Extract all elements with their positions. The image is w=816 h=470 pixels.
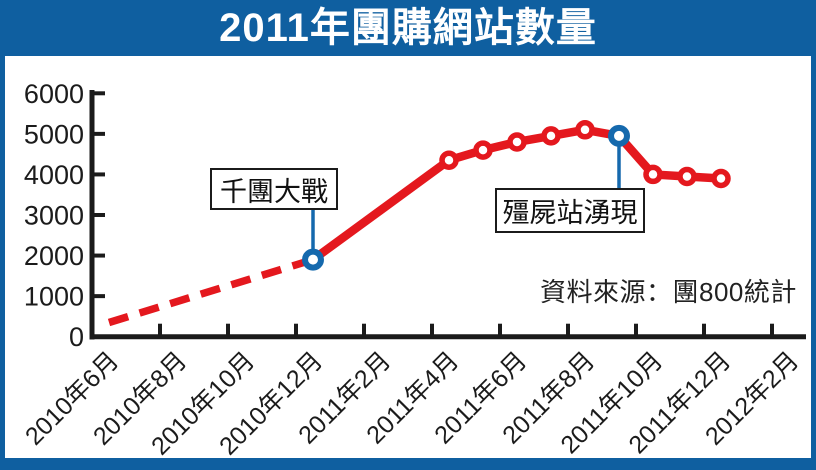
- data-point-marker: [473, 140, 493, 160]
- y-tick-label: 6000: [24, 79, 84, 109]
- data-point-marker: [643, 164, 663, 185]
- y-tick-label: 0: [69, 322, 84, 352]
- annotation-box-zombie-sites: 殭屍站湧現: [495, 188, 645, 233]
- frame-border-right: [811, 56, 816, 458]
- y-tick-label: 1000: [24, 282, 84, 312]
- frame-border-left: [0, 56, 5, 458]
- data-point-marker: [711, 168, 731, 189]
- y-tick-label: 3000: [24, 201, 84, 231]
- chart-title: 2011年團購網站數量: [219, 6, 597, 50]
- frame-border-bottom: [0, 458, 816, 470]
- data-point-marker: [507, 132, 527, 152]
- trend-line-dashed-segment: [107, 256, 315, 327]
- data-point-marker: [575, 120, 595, 140]
- highlight-point-marker: [302, 248, 324, 271]
- y-tick-label: 2000: [24, 241, 84, 271]
- annotation-label: 千團大戰: [220, 176, 328, 207]
- title-bar: 2011年團購網站數量: [0, 0, 816, 56]
- data-point-marker: [677, 166, 697, 187]
- highlight-point-marker: [608, 124, 630, 147]
- y-tick-label: 4000: [24, 160, 84, 190]
- y-tick-label: 5000: [24, 119, 84, 149]
- data-point-marker: [541, 126, 561, 146]
- data-point-marker: [439, 150, 459, 170]
- trend-line: [310, 125, 722, 264]
- annotation-label: 殭屍站湧現: [502, 198, 638, 228]
- annotation-box-thousand-group-war: 千團大戰: [210, 168, 338, 210]
- source-note: 資料來源：團800統計: [540, 277, 797, 307]
